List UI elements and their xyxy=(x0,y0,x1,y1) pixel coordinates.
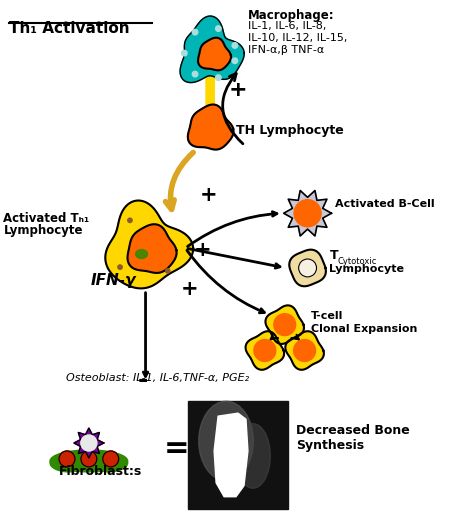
Text: T-cell: T-cell xyxy=(310,311,343,321)
Circle shape xyxy=(254,340,276,362)
Circle shape xyxy=(216,75,221,80)
Circle shape xyxy=(59,451,75,467)
Text: +: + xyxy=(180,279,198,299)
Polygon shape xyxy=(128,224,177,273)
Polygon shape xyxy=(180,16,244,82)
Text: +: + xyxy=(228,80,247,100)
Circle shape xyxy=(206,93,214,100)
Circle shape xyxy=(206,90,214,97)
Text: Lymphocyte: Lymphocyte xyxy=(3,224,83,237)
Text: IFN-α,β TNF-α: IFN-α,β TNF-α xyxy=(248,45,324,55)
Text: Th₁ Activation: Th₁ Activation xyxy=(9,21,130,36)
Text: Osteoblast: IL-1, IL-6,TNF-α, PGE₂: Osteoblast: IL-1, IL-6,TNF-α, PGE₂ xyxy=(66,373,249,383)
Text: Decreased Bone
Synthesis: Decreased Bone Synthesis xyxy=(296,424,410,452)
Circle shape xyxy=(81,435,97,451)
Ellipse shape xyxy=(50,450,128,472)
Text: TH Lymphocyte: TH Lymphocyte xyxy=(236,124,344,137)
Text: IFN-γ: IFN-γ xyxy=(91,273,137,288)
Circle shape xyxy=(128,218,132,223)
Text: IL-1, IL-6, IL-8,: IL-1, IL-6, IL-8, xyxy=(248,21,326,31)
Circle shape xyxy=(206,81,214,89)
Circle shape xyxy=(206,75,214,82)
Circle shape xyxy=(182,50,187,56)
Polygon shape xyxy=(265,306,304,344)
FancyArrowPatch shape xyxy=(223,74,243,144)
FancyArrowPatch shape xyxy=(165,152,193,209)
Circle shape xyxy=(118,265,122,269)
Text: +: + xyxy=(193,240,211,260)
Circle shape xyxy=(206,99,214,107)
Text: Fibroblast:s: Fibroblast:s xyxy=(59,465,142,478)
Text: -: - xyxy=(137,368,148,392)
Circle shape xyxy=(274,314,296,336)
Circle shape xyxy=(206,73,214,81)
Circle shape xyxy=(165,269,170,273)
Circle shape xyxy=(299,259,317,277)
Polygon shape xyxy=(284,191,331,236)
Circle shape xyxy=(206,101,214,109)
Ellipse shape xyxy=(90,454,128,472)
Circle shape xyxy=(232,42,237,48)
Circle shape xyxy=(206,96,214,104)
Circle shape xyxy=(294,200,321,227)
Text: +: + xyxy=(200,185,218,205)
Circle shape xyxy=(103,451,118,467)
Polygon shape xyxy=(105,200,193,289)
Ellipse shape xyxy=(50,454,88,472)
Text: Macrophage:: Macrophage: xyxy=(248,9,335,22)
Circle shape xyxy=(206,103,214,111)
Circle shape xyxy=(216,26,221,32)
Ellipse shape xyxy=(136,250,147,258)
Ellipse shape xyxy=(236,424,270,488)
Circle shape xyxy=(232,58,237,64)
Circle shape xyxy=(206,94,214,103)
Text: RT
Hip: RT Hip xyxy=(216,446,225,457)
Circle shape xyxy=(206,91,214,99)
Circle shape xyxy=(206,84,214,92)
Polygon shape xyxy=(214,413,248,497)
Bar xyxy=(188,401,288,509)
Text: Activated Tₕ₁: Activated Tₕ₁ xyxy=(3,212,90,225)
Polygon shape xyxy=(74,428,104,458)
Circle shape xyxy=(206,79,214,88)
Text: Clonal Expansion: Clonal Expansion xyxy=(310,324,417,334)
Ellipse shape xyxy=(199,401,254,481)
Circle shape xyxy=(206,71,214,79)
Circle shape xyxy=(81,436,97,451)
Polygon shape xyxy=(188,105,234,150)
Text: =: = xyxy=(164,435,189,464)
Polygon shape xyxy=(198,38,231,70)
Circle shape xyxy=(192,71,198,77)
Polygon shape xyxy=(289,250,326,286)
Circle shape xyxy=(206,98,214,106)
Circle shape xyxy=(294,340,316,362)
Text: Lymphocyte: Lymphocyte xyxy=(329,264,404,274)
Circle shape xyxy=(81,451,97,467)
Text: Cytotoxic: Cytotoxic xyxy=(337,257,377,266)
Text: T: T xyxy=(329,249,338,262)
Circle shape xyxy=(206,78,214,85)
Polygon shape xyxy=(285,331,324,370)
Circle shape xyxy=(206,86,214,94)
Text: IL-10, IL-12, IL-15,: IL-10, IL-12, IL-15, xyxy=(248,33,347,43)
Circle shape xyxy=(206,76,214,84)
Circle shape xyxy=(206,88,214,96)
Polygon shape xyxy=(246,331,284,370)
Text: Activated B-Cell: Activated B-Cell xyxy=(336,199,435,209)
Circle shape xyxy=(206,83,214,91)
Circle shape xyxy=(192,30,198,35)
